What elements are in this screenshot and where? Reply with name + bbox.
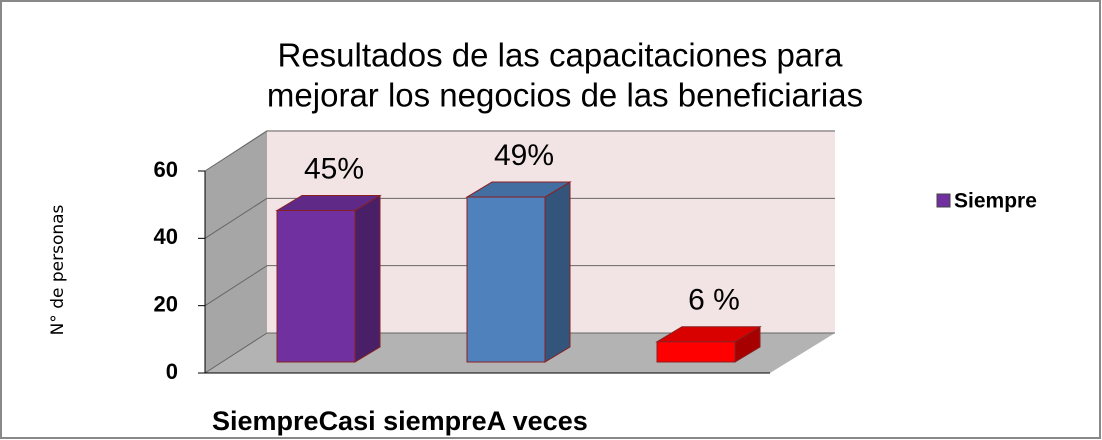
y-axis-label: N° de personas [48,204,68,335]
chart-title: Resultados de las capacitaciones para [277,37,843,74]
y-tick-label: 0 [166,359,178,384]
bar-side [544,181,571,363]
grid-line [204,130,268,172]
bar-side [354,194,381,363]
legend-label: Siempre [954,190,1037,213]
y-tick-label: 20 [154,291,178,316]
x-tick-label: Siempre [212,406,319,436]
grid-line [204,332,268,374]
x-tick-label: Casi siempre [319,406,487,436]
y-tick-label: 60 [154,157,178,182]
value-label: 49% [494,139,554,172]
legend-swatch [936,193,951,208]
side-wall [205,130,267,373]
bar [466,196,546,363]
y-tick-label: 40 [154,224,178,249]
value-label: 6 % [688,284,740,317]
grid-line [204,265,268,307]
x-tick-label: A veces [487,406,588,436]
chart-title: mejorar los negocios de las beneficiaria… [267,77,863,114]
bar [276,210,356,363]
grid-line [204,197,268,239]
value-label: 45% [304,152,364,185]
bar [656,341,736,363]
